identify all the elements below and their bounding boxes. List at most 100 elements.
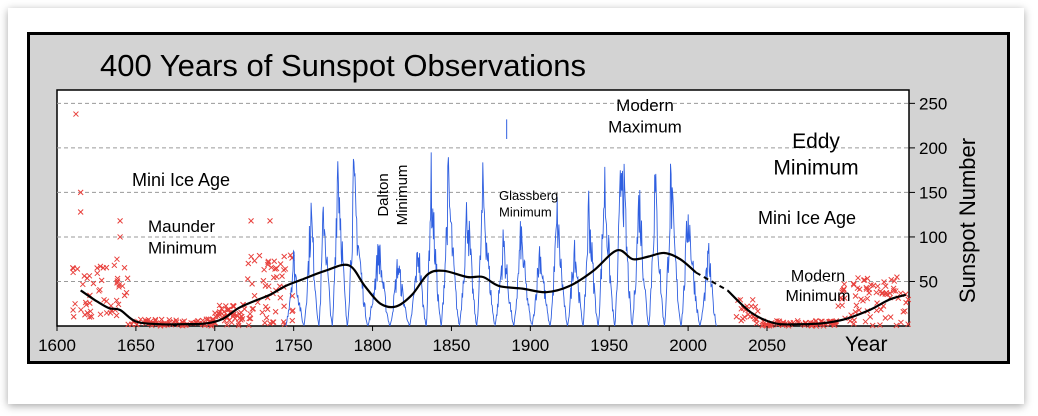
early-observation-point xyxy=(245,322,252,329)
early-observation-point xyxy=(852,293,859,299)
dalton-minimum-label: Dalton Minimum xyxy=(375,165,411,226)
early-observation-point xyxy=(891,287,897,294)
y-tick-label: 50 xyxy=(919,272,938,291)
x-tick-label: 1950 xyxy=(590,336,628,355)
sunspot-cycle xyxy=(531,246,551,327)
early-observation-point xyxy=(898,319,904,326)
early-observation-point xyxy=(265,259,272,266)
x-tick-label: 2000 xyxy=(669,336,707,355)
early-observation-point xyxy=(873,289,880,296)
early-observation-point xyxy=(877,322,883,328)
early-observation-point xyxy=(862,318,869,325)
early-observation-point xyxy=(733,313,740,320)
early-observation-point xyxy=(850,320,857,327)
early-observation-point xyxy=(281,253,288,260)
early-observation-point xyxy=(869,322,876,329)
early-observation-point xyxy=(86,314,93,320)
early-observation-point xyxy=(94,265,100,271)
early-observation-point xyxy=(199,317,206,324)
early-observation-point xyxy=(764,322,770,329)
early-observation-point xyxy=(125,321,132,328)
early-observation-point xyxy=(287,252,294,259)
early-observation-point xyxy=(894,274,900,280)
early-observation-point xyxy=(158,316,165,323)
early-observation-point xyxy=(249,280,255,287)
early-observation-point xyxy=(267,218,273,224)
early-observation-point xyxy=(79,281,86,288)
early-observation-point xyxy=(860,277,867,283)
early-observation-point xyxy=(891,278,898,284)
early-observation-point xyxy=(121,264,128,271)
early-observation-point xyxy=(251,257,258,264)
x-axis-label: Year xyxy=(845,333,887,356)
early-observation-point xyxy=(873,307,880,314)
sunspot-cycle xyxy=(566,239,584,327)
early-observation-point xyxy=(251,292,258,299)
early-observation-point xyxy=(841,295,848,302)
early-observation-point xyxy=(94,270,101,277)
early-observation-point xyxy=(754,308,761,314)
sunspot-cycle xyxy=(367,244,391,327)
early-observation-point xyxy=(98,277,105,284)
early-observation-point xyxy=(268,264,275,271)
early-observation-point xyxy=(856,307,862,313)
early-observation-point xyxy=(103,264,110,271)
early-observation-point xyxy=(74,266,81,272)
early-observation-point xyxy=(261,319,268,326)
sunspot-cycle xyxy=(303,202,320,327)
chart-title: 400 Years of Sunspot Observations xyxy=(100,48,586,83)
early-observation-point xyxy=(280,319,287,325)
early-observation-point xyxy=(861,277,868,283)
early-observation-point xyxy=(863,284,870,291)
x-tick-label: 1850 xyxy=(433,336,471,355)
early-observation-point xyxy=(841,281,848,288)
early-observation-point xyxy=(247,310,253,317)
early-observation-point xyxy=(224,321,230,328)
early-observation-point xyxy=(96,288,102,294)
early-observation-point xyxy=(114,280,120,286)
modern-minimum-label: Modern Minimum xyxy=(786,268,851,305)
smoothed-average-line xyxy=(80,248,697,326)
early-observation-point xyxy=(280,267,287,273)
y-tick-label: 200 xyxy=(919,139,947,158)
early-observation-point xyxy=(235,322,242,329)
early-observation-point xyxy=(261,266,267,273)
early-observation-point xyxy=(101,296,107,303)
sunspot-cycle xyxy=(597,166,616,327)
early-observation-point xyxy=(902,308,908,314)
early-observation-point xyxy=(752,303,759,310)
sunspot-cycle xyxy=(425,152,442,327)
early-observation-point xyxy=(850,280,857,287)
early-observation-point xyxy=(216,309,223,315)
early-observation-point xyxy=(839,289,845,295)
marks xyxy=(69,111,912,329)
x-tick-label: 1900 xyxy=(511,336,549,355)
x-tick-label: 1600 xyxy=(38,336,76,355)
maunder-minimum-label: Maunder Minimum xyxy=(148,217,217,257)
early-observation-point xyxy=(887,290,893,297)
early-observation-point xyxy=(289,317,296,324)
early-observation-point xyxy=(239,316,246,322)
early-observation-point xyxy=(203,316,210,323)
early-observation-point xyxy=(893,322,900,329)
mini-ice-age-left-label: Mini Ice Age xyxy=(132,170,230,190)
early-observation-point xyxy=(70,307,76,313)
early-observation-point xyxy=(277,294,284,301)
mini-ice-age-right-label: Mini Ice Age xyxy=(758,208,856,228)
early-observation-point xyxy=(868,281,874,288)
early-observation-point xyxy=(113,297,120,304)
early-observation-point xyxy=(881,279,887,285)
annotations: Mini Ice Age Maunder Minimum Dalton Minimum G… xyxy=(132,96,859,305)
projection-dashed-line xyxy=(695,271,729,292)
early-observation-point xyxy=(749,296,756,303)
sunspot-cycle xyxy=(440,157,460,327)
early-observation-point xyxy=(246,315,253,322)
early-observation-point xyxy=(77,209,84,215)
early-observation-point xyxy=(262,283,269,289)
early-observation-point xyxy=(212,313,219,320)
early-observation-point xyxy=(244,276,251,282)
sunspot-cycle xyxy=(458,202,477,327)
early-observation-point xyxy=(835,303,842,309)
early-observation-point xyxy=(218,305,225,312)
early-observation-point xyxy=(87,308,94,315)
